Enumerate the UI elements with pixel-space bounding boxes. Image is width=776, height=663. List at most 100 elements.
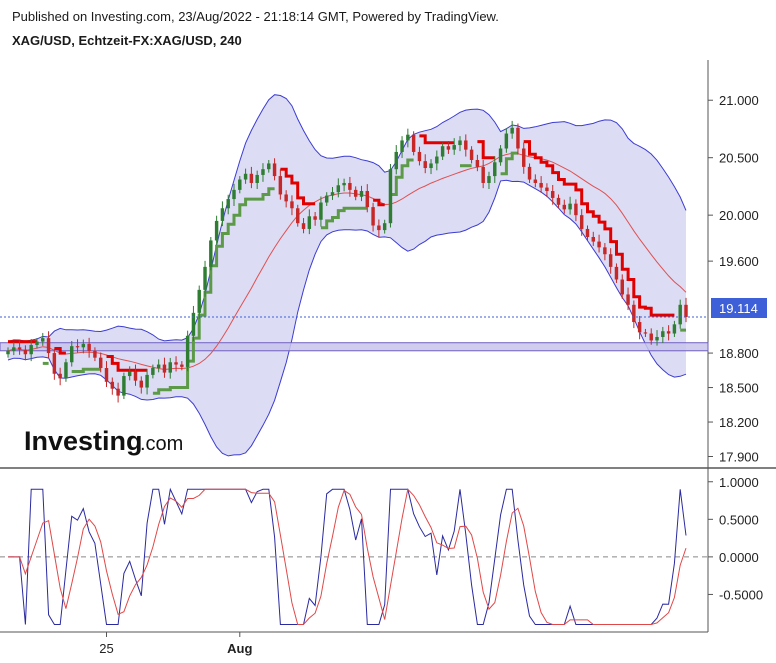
candle-body <box>406 134 410 141</box>
candle-body <box>545 187 549 192</box>
candle <box>104 361 109 387</box>
candle-body <box>23 349 28 355</box>
candle-body <box>516 127 520 149</box>
candle <box>533 174 538 188</box>
candle <box>539 176 543 193</box>
candle-body <box>296 208 300 224</box>
candle-body <box>382 223 387 231</box>
time-tick-label: 25 <box>99 641 113 656</box>
candle <box>64 358 68 382</box>
candles <box>6 120 688 403</box>
candle <box>585 225 590 241</box>
candle <box>267 159 271 173</box>
candle-body <box>214 220 219 241</box>
candle <box>603 243 607 261</box>
candle <box>58 367 62 386</box>
candle <box>377 219 381 237</box>
candle <box>382 219 387 234</box>
candle-body <box>191 312 196 336</box>
candle-body <box>342 182 346 186</box>
candle-body <box>562 204 567 210</box>
price-tick-label: 20.000 <box>719 208 759 223</box>
logo-suffix: .com <box>140 433 183 455</box>
symbol-title: XAG/USD, Echtzeit-FX:XAG/USD, 240 <box>12 33 242 48</box>
bollinger-band <box>7 94 687 457</box>
support-zone <box>0 342 709 352</box>
candle <box>336 178 341 198</box>
candle <box>388 164 393 228</box>
candle-body <box>661 331 665 337</box>
candle-body <box>6 350 10 355</box>
price-tick-label: 19.600 <box>719 254 759 269</box>
candle <box>371 202 375 232</box>
candle <box>249 166 254 189</box>
candle-body <box>556 197 561 205</box>
logo-main: Investing <box>24 426 143 456</box>
candle-body <box>440 146 445 157</box>
candle-body <box>133 371 138 381</box>
candle-body <box>127 371 132 377</box>
stop-segment <box>419 134 455 145</box>
candle <box>41 332 45 346</box>
stop-segment <box>320 206 368 230</box>
candle <box>498 145 503 166</box>
candle-body <box>591 236 596 242</box>
candle <box>238 176 242 194</box>
candle-body <box>319 202 323 220</box>
candle-body <box>504 133 509 149</box>
candle <box>93 347 97 362</box>
oscillator-panel: 1.0000 0.5000 0.0000 -0.5000 <box>0 475 763 625</box>
candle-body <box>220 208 225 221</box>
candle <box>574 199 578 222</box>
candle-body <box>290 201 294 209</box>
candle <box>446 141 451 154</box>
candle <box>203 260 207 297</box>
candle-body <box>487 176 491 183</box>
bollinger-lower <box>7 179 687 457</box>
candle-body <box>603 247 607 255</box>
candle <box>6 347 10 358</box>
ma-line <box>7 152 687 371</box>
candle <box>614 263 619 283</box>
candle-body <box>458 140 462 146</box>
candle <box>504 128 509 153</box>
candle-body <box>643 332 648 334</box>
moving-average <box>7 152 687 371</box>
candle <box>510 120 514 139</box>
candle <box>46 331 51 359</box>
candle <box>678 299 682 329</box>
candle-body <box>585 228 590 237</box>
support-rect <box>0 342 709 352</box>
candle <box>133 364 138 386</box>
candle <box>597 234 601 253</box>
candle <box>127 366 132 381</box>
candle-body <box>17 347 22 350</box>
candle <box>411 131 416 156</box>
candle-body <box>116 388 120 396</box>
candle <box>209 236 213 271</box>
candle-body <box>41 338 45 342</box>
candle-body <box>151 368 155 375</box>
candle-body <box>469 149 474 160</box>
price-axis: 21.000 20.500 20.000 19.600 18.800 18.500 18.2… <box>708 93 759 465</box>
price-tick-label: 20.500 <box>719 151 759 166</box>
candle-body <box>568 203 572 210</box>
time-tick-label: Aug <box>227 641 252 656</box>
candle-body <box>93 350 97 358</box>
candle <box>180 361 184 371</box>
candle-body <box>353 189 358 197</box>
candle-body <box>249 173 254 183</box>
candle-body <box>539 182 543 188</box>
candle-body <box>278 176 283 195</box>
candle-body <box>493 162 497 177</box>
candle <box>464 134 468 157</box>
candle-body <box>417 151 422 162</box>
candle <box>406 128 410 148</box>
candle <box>29 338 33 362</box>
candle-body <box>574 203 578 216</box>
candle <box>110 377 115 395</box>
candle-body <box>475 159 480 167</box>
candle-body <box>626 294 630 305</box>
candle-body <box>301 223 306 229</box>
